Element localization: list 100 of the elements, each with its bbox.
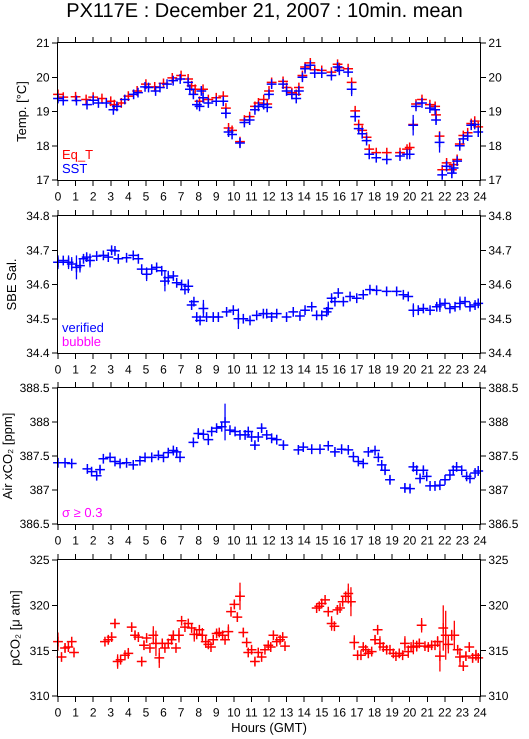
x-tick-label: 20 [402, 362, 417, 376]
x-tick-label: 16 [332, 705, 346, 720]
x-tick-label: 19 [385, 705, 400, 720]
x-tick-label: 11 [245, 189, 258, 204]
x-tick-label: 20 [402, 533, 417, 548]
x-tick-label: 6 [160, 362, 168, 376]
x-tick-label: 15 [315, 705, 329, 720]
y2-tick-label: 386.5 [488, 517, 519, 532]
y-tick-label: 386.5 [20, 517, 50, 532]
x-tick-label: 17 [350, 362, 364, 376]
y2-tick-label: 34.7 [488, 243, 512, 258]
y2-tick-label: 388 [488, 415, 509, 430]
x-tick-label: 14 [297, 705, 312, 720]
x-tick-label: 6 [160, 533, 168, 548]
y2-tick-label: 315 [488, 644, 509, 658]
x-tick-label: 4 [124, 533, 132, 548]
y-tick-label: 34.5 [26, 312, 50, 326]
x-tick-label: 2 [90, 533, 97, 548]
y-tick-label: 34.4 [26, 346, 50, 360]
x-tick-label: 21 [420, 533, 434, 548]
x-tick-label: 10 [227, 189, 241, 204]
y-tick-label: 21 [36, 36, 50, 50]
x-tick-label: 3 [107, 705, 114, 720]
x-tick-label: 22 [438, 533, 452, 548]
x-tick-label: 22 [438, 189, 452, 204]
x-tick-label: 18 [368, 189, 382, 204]
x-tick-label: 21 [420, 189, 434, 204]
y-tick-label: 388 [30, 415, 50, 430]
x-tick-label: 14 [297, 533, 312, 548]
y-axis-title: Air xCO₂ [ppm] [0, 412, 15, 500]
x-tick-label: 24 [473, 533, 487, 548]
y-tick-label: 34.7 [26, 243, 50, 258]
x-tick-label: 20 [402, 705, 417, 720]
x-tick-label: 6 [160, 705, 168, 720]
x-tick-label: 13 [280, 533, 294, 548]
x-tick-label: 2 [90, 705, 97, 720]
x-tick-label: 2 [90, 189, 97, 204]
x-tick-label: 17 [350, 189, 364, 204]
x-tick-label: 10 [227, 705, 241, 720]
y-tick-label: 387.5 [20, 449, 50, 464]
x-tick-label: 3 [107, 533, 114, 548]
x-tick-label: 18 [368, 362, 382, 376]
x-tick-label: 24 [473, 705, 487, 720]
x-tick-label: 12 [262, 705, 276, 720]
x-tick-label: 9 [212, 189, 220, 204]
x-tick-label: 1 [72, 533, 80, 548]
x-tick-label: 18 [368, 705, 382, 720]
y2-tick-label: 387 [488, 483, 509, 498]
x-tick-label: 3 [107, 189, 114, 204]
y2-tick-label: 34.8 [488, 209, 512, 224]
y-tick-label: 387 [30, 483, 50, 498]
x-tick-label: 1 [72, 362, 80, 376]
x-tick-label: 19 [385, 189, 400, 204]
x-tick-label: 4 [124, 705, 132, 720]
x-tick-label: 19 [385, 533, 400, 548]
x-tick-label: 19 [385, 362, 400, 376]
x-tick-label: 22 [438, 705, 452, 720]
x-tick-label: 23 [456, 189, 470, 204]
x-tick-label: 13 [280, 705, 294, 720]
x-tick-label: 3 [107, 362, 114, 376]
x-tick-label: 0 [54, 533, 62, 548]
x-tick-label: 16 [332, 533, 346, 548]
y-tick-label: 34.6 [26, 278, 50, 292]
y-tick-label: 34.8 [26, 209, 50, 224]
x-tick-label: 7 [178, 705, 185, 720]
x-tick-label: 21 [420, 705, 434, 720]
x-tick-label: 9 [212, 362, 220, 376]
x-tick-label: 14 [297, 189, 312, 204]
x-tick-label: 10 [227, 533, 241, 548]
text: Eq_T [62, 147, 94, 162]
x-tick-label: 7 [178, 362, 185, 376]
x-tick-label: 24 [473, 189, 487, 204]
x-tick-label: 23 [456, 362, 470, 376]
x-axis-title: Hours (GMT) [231, 720, 307, 735]
y2-tick-label: 17 [488, 173, 502, 188]
y2-tick-label: 34.6 [488, 278, 512, 292]
x-tick-label: 11 [245, 533, 258, 548]
x-tick-label: 14 [297, 362, 312, 376]
x-tick-label: 5 [142, 705, 150, 720]
x-tick-label: 13 [280, 362, 294, 376]
y-tick-label: 388.5 [20, 381, 50, 396]
x-tick-label: 1 [72, 189, 80, 204]
y2-tick-label: 18 [488, 138, 502, 153]
x-tick-label: 7 [178, 189, 185, 204]
x-tick-label: 8 [195, 705, 202, 720]
x-tick-label: 11 [245, 705, 258, 720]
x-tick-label: 12 [262, 533, 276, 548]
y2-tick-label: 34.4 [488, 346, 512, 360]
y2-tick-label: 387.5 [488, 449, 519, 464]
x-tick-label: 6 [160, 189, 168, 204]
x-tick-label: 1 [72, 705, 80, 720]
x-tick-label: 10 [227, 362, 241, 376]
x-tick-label: 5 [142, 533, 150, 548]
x-tick-label: 23 [456, 705, 470, 720]
x-tick-label: 4 [124, 362, 132, 376]
x-tick-label: 5 [142, 362, 150, 376]
text: verified [62, 320, 104, 335]
x-tick-label: 8 [195, 362, 202, 376]
y-tick-label: 310 [30, 689, 50, 704]
y-tick-label: 320 [30, 598, 50, 613]
